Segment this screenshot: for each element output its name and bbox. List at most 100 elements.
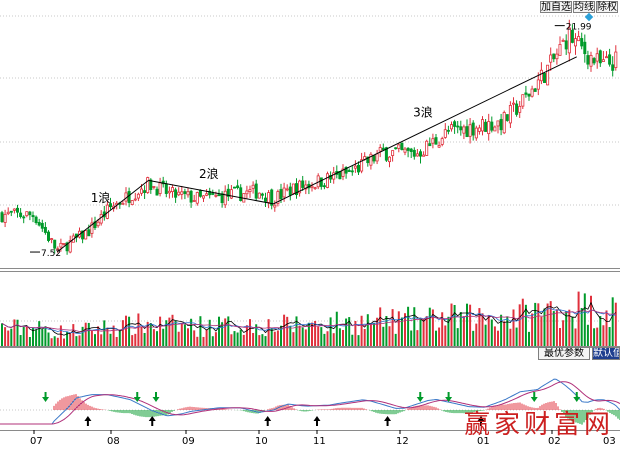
volume-bar bbox=[394, 333, 397, 346]
candle-body bbox=[304, 184, 308, 190]
sell-arrow-icon bbox=[133, 392, 141, 402]
volume-bar bbox=[252, 332, 255, 346]
volume-bar bbox=[323, 333, 326, 346]
candle-body bbox=[524, 92, 528, 95]
volume-bar bbox=[388, 326, 391, 346]
candle-body bbox=[543, 73, 547, 83]
volume-bar bbox=[540, 316, 543, 346]
candle-body bbox=[360, 159, 364, 172]
candle-body bbox=[251, 184, 255, 189]
x-tick-label: 03 bbox=[603, 436, 616, 446]
candle-body bbox=[465, 126, 469, 138]
volume-bar bbox=[32, 327, 34, 346]
ma-button[interactable]: 均线 bbox=[573, 1, 595, 13]
volume-bar bbox=[528, 331, 530, 346]
volume-bar bbox=[44, 326, 47, 346]
volume-bar bbox=[329, 317, 332, 346]
candle-body bbox=[294, 183, 298, 196]
candle-body bbox=[201, 195, 205, 199]
volume-bar bbox=[106, 327, 109, 346]
volume-bar bbox=[239, 329, 242, 346]
volume-bar bbox=[357, 335, 360, 346]
buy-arrow-icon bbox=[264, 416, 272, 426]
wave-line bbox=[273, 56, 577, 205]
candle-body bbox=[493, 126, 497, 132]
candle-body bbox=[28, 211, 32, 216]
candle-body bbox=[236, 185, 240, 189]
volume-bar bbox=[599, 316, 602, 346]
volume-bar bbox=[168, 317, 171, 346]
wave-line bbox=[56, 179, 149, 253]
volume-bar bbox=[379, 307, 382, 346]
x-tick-label: 02 bbox=[548, 436, 561, 446]
volume-bar bbox=[286, 316, 289, 346]
volume-bar bbox=[103, 320, 106, 346]
volume-bar bbox=[493, 326, 496, 346]
candle-body bbox=[484, 121, 488, 132]
volume-bar bbox=[199, 316, 202, 346]
volume-bar bbox=[469, 304, 472, 346]
best-params-button[interactable]: 最优参数 bbox=[538, 347, 590, 360]
candles-layer bbox=[0, 19, 618, 255]
candle-body bbox=[226, 188, 230, 197]
candle-body bbox=[471, 122, 475, 136]
volume-bar bbox=[13, 319, 16, 346]
candle-body bbox=[477, 127, 481, 132]
volume-bar bbox=[242, 334, 245, 346]
volume-bar bbox=[87, 322, 90, 346]
wave-label: 2浪 bbox=[199, 166, 219, 181]
volume-bar bbox=[75, 336, 78, 346]
volume-bar bbox=[261, 334, 264, 346]
volume-bar bbox=[109, 333, 112, 346]
candle-body bbox=[381, 147, 385, 151]
candle-body bbox=[186, 191, 190, 196]
candle-body bbox=[143, 190, 147, 193]
volume-bar bbox=[475, 323, 478, 346]
candle-body bbox=[229, 189, 233, 199]
volume-bar bbox=[280, 325, 282, 346]
volume-bar bbox=[416, 330, 419, 346]
volume-bar bbox=[345, 318, 348, 346]
volume-bar bbox=[413, 307, 416, 346]
volume-bar bbox=[218, 316, 220, 346]
volume-ma-line bbox=[1, 309, 616, 332]
candle-body bbox=[56, 248, 60, 251]
candle-body bbox=[15, 207, 19, 213]
candle-body bbox=[533, 88, 537, 92]
volume-bar bbox=[94, 334, 96, 346]
default-button[interactable]: 默认值 bbox=[592, 347, 620, 360]
volume-bar bbox=[224, 318, 227, 346]
volume-bar bbox=[338, 328, 341, 346]
volume-bar bbox=[208, 319, 211, 346]
volume-bar bbox=[100, 334, 103, 346]
candle-body bbox=[518, 105, 522, 113]
candle-body bbox=[595, 53, 599, 62]
volume-bar bbox=[503, 321, 506, 346]
volume-bar bbox=[233, 331, 236, 346]
candle-body bbox=[449, 124, 453, 130]
candle-body bbox=[139, 188, 143, 194]
volume-bar bbox=[435, 330, 437, 346]
candle-body bbox=[601, 59, 605, 62]
ex-rights-button[interactable]: 除权 bbox=[596, 1, 618, 13]
candle-body bbox=[146, 177, 150, 193]
candle-body bbox=[232, 186, 236, 189]
candle-body bbox=[366, 156, 370, 164]
candle-body bbox=[521, 94, 525, 107]
candle-body bbox=[487, 121, 491, 135]
volume-bar bbox=[438, 327, 441, 346]
candle-body bbox=[561, 39, 565, 42]
candle-body bbox=[431, 138, 435, 144]
candle-body bbox=[589, 55, 593, 67]
candle-body bbox=[12, 208, 16, 211]
candle-body bbox=[248, 189, 252, 192]
candle-body bbox=[440, 138, 444, 145]
volume-bar bbox=[115, 336, 118, 346]
candle-body bbox=[43, 226, 47, 233]
candle-body bbox=[263, 197, 267, 202]
candle-body bbox=[31, 215, 35, 218]
add-watchlist-button[interactable]: 加自选 bbox=[540, 1, 572, 13]
candle-body bbox=[400, 142, 404, 151]
volume-bar bbox=[512, 309, 515, 346]
candle-body bbox=[121, 202, 125, 205]
